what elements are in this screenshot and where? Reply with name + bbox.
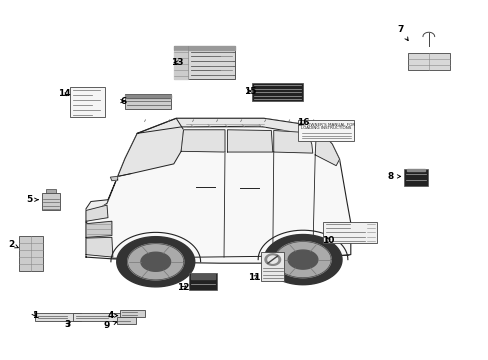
Text: LOADING INSTRUCTIONS: LOADING INSTRUCTIONS [301, 126, 351, 130]
Polygon shape [267, 256, 277, 263]
Polygon shape [86, 118, 350, 263]
FancyBboxPatch shape [70, 87, 104, 117]
FancyBboxPatch shape [323, 222, 376, 243]
Text: 13: 13 [171, 58, 183, 67]
Text: 3: 3 [65, 320, 71, 329]
Polygon shape [274, 242, 330, 278]
Polygon shape [264, 254, 280, 265]
Text: 4: 4 [107, 311, 118, 320]
Polygon shape [264, 234, 341, 285]
Text: 15: 15 [244, 86, 256, 95]
Polygon shape [118, 118, 183, 176]
Polygon shape [287, 250, 317, 269]
Text: 16: 16 [296, 118, 308, 127]
FancyBboxPatch shape [19, 237, 42, 271]
Polygon shape [86, 221, 112, 237]
Text: 1: 1 [32, 311, 38, 320]
Text: 5: 5 [26, 195, 38, 204]
Text: 12: 12 [177, 283, 189, 292]
Text: 8: 8 [387, 172, 400, 181]
FancyBboxPatch shape [404, 168, 427, 186]
Polygon shape [315, 126, 339, 166]
FancyBboxPatch shape [35, 313, 81, 321]
FancyBboxPatch shape [298, 121, 353, 141]
Polygon shape [117, 237, 194, 287]
Polygon shape [173, 46, 235, 50]
Polygon shape [137, 118, 316, 135]
Text: SEE OWNER'S MANUAL FOR: SEE OWNER'S MANUAL FOR [297, 123, 354, 127]
FancyBboxPatch shape [117, 318, 136, 324]
Polygon shape [86, 176, 118, 223]
Polygon shape [127, 244, 183, 280]
Polygon shape [86, 205, 108, 221]
Polygon shape [273, 131, 312, 153]
Text: 6: 6 [120, 96, 126, 105]
Text: 11: 11 [247, 273, 260, 282]
Polygon shape [190, 274, 215, 279]
Text: 7: 7 [397, 25, 407, 41]
Polygon shape [227, 130, 272, 152]
Text: 10: 10 [322, 236, 334, 245]
FancyBboxPatch shape [407, 53, 448, 70]
FancyBboxPatch shape [251, 83, 303, 101]
FancyBboxPatch shape [45, 189, 56, 193]
Text: 14: 14 [58, 89, 70, 98]
Polygon shape [173, 51, 188, 78]
FancyBboxPatch shape [73, 313, 123, 321]
FancyBboxPatch shape [120, 310, 144, 317]
FancyBboxPatch shape [188, 273, 217, 290]
Polygon shape [141, 252, 170, 271]
Polygon shape [407, 169, 424, 171]
Text: 9: 9 [103, 321, 117, 330]
Polygon shape [181, 130, 224, 152]
Text: 2: 2 [8, 240, 18, 249]
Polygon shape [86, 237, 113, 257]
FancyBboxPatch shape [173, 46, 235, 78]
FancyBboxPatch shape [261, 252, 284, 281]
Polygon shape [125, 95, 171, 98]
FancyBboxPatch shape [125, 94, 171, 109]
FancyBboxPatch shape [41, 193, 60, 211]
Polygon shape [110, 176, 118, 181]
